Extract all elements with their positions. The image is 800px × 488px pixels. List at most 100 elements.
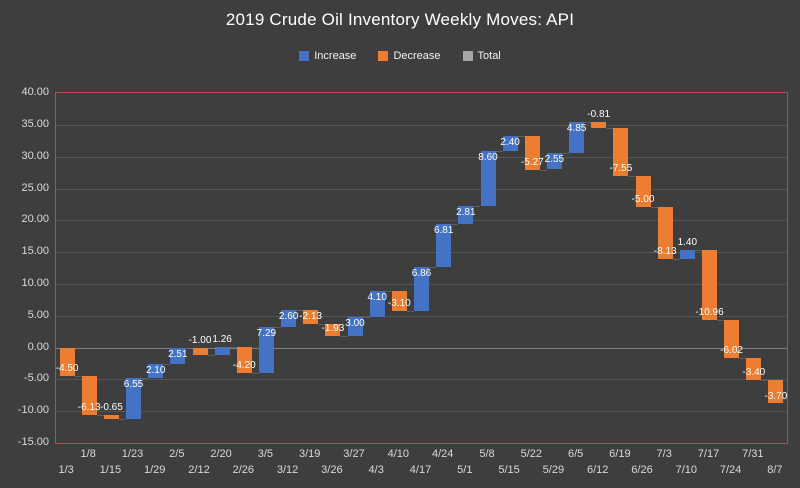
bar-data-label: -1.00 [188, 335, 212, 347]
connector-line [74, 376, 82, 378]
plot-area: -4.50 -6.13 -0.65 6.55 2.10 2.51 -1.00 1.26 -4.2… [55, 92, 788, 444]
connector-line [606, 127, 614, 129]
decrease-bar [657, 207, 673, 260]
connector-line [96, 415, 104, 417]
decrease-bar [768, 379, 784, 404]
chart-title: 2019 Crude Oil Inventory Weekly Moves: A… [225, 10, 575, 29]
bar-data-label: -0.65 [99, 402, 123, 414]
bar-data-label: 3.00 [345, 318, 365, 330]
bar-data-label: 8.60 [478, 152, 498, 164]
increase-bar [458, 206, 474, 224]
bar-data-label: 2.51 [168, 349, 188, 361]
x-tick-label: 1/3 [58, 464, 74, 476]
x-tick-label: 3/19 [298, 448, 321, 460]
x-tick-label: 6/12 [586, 464, 609, 476]
increase-bar [414, 267, 429, 311]
decrease-bar [325, 324, 341, 337]
legend-label-increase: Increase [314, 50, 357, 62]
bar-data-label: -5.27 [520, 156, 544, 168]
x-tick-label: 5/8 [479, 448, 495, 460]
decrease-bar [524, 136, 540, 170]
connector-line [473, 206, 481, 207]
gridline [56, 188, 787, 190]
connector-line [207, 354, 215, 356]
bar-data-label: 1.40 [677, 237, 698, 249]
decrease-bar [391, 291, 407, 311]
bar-data-label: 2.60 [278, 311, 299, 323]
bar-data-label: -0.81 [587, 109, 611, 121]
decrease-bar [702, 250, 717, 320]
connector-line [229, 346, 237, 348]
connector-line [340, 336, 348, 338]
decrease-bar [303, 310, 319, 324]
x-tick-label: 4/3 [368, 464, 384, 476]
connector-line [628, 175, 636, 177]
bar-data-label: -10.96 [695, 307, 724, 318]
increase-bar [258, 327, 274, 374]
connector-line [561, 153, 570, 155]
connector-line [384, 291, 392, 293]
connector-line [761, 379, 769, 381]
x-tick-label: 3/5 [257, 448, 274, 460]
x-tick-label: 1/15 [99, 464, 122, 476]
gridline [56, 252, 787, 254]
increase-bar [369, 291, 385, 318]
increase-bar [436, 223, 452, 268]
decrease-swatch-icon [378, 51, 389, 61]
y-tick-label: 35.00 [21, 117, 49, 130]
increase-bar [546, 153, 562, 170]
connector-line [694, 250, 702, 252]
x-tick-label: 7/10 [675, 464, 698, 476]
x-tick-label: 8/7 [767, 464, 783, 476]
legend-label-total: Total [477, 50, 501, 62]
connector-line [362, 317, 370, 319]
connector-line [406, 310, 414, 312]
connector-line [251, 373, 259, 375]
total-swatch-icon [462, 51, 473, 61]
connector-line [118, 419, 127, 421]
bar-data-label: 2.55 [544, 154, 565, 166]
x-tick-label: 3/27 [343, 448, 365, 460]
increase-bar [502, 136, 518, 152]
bar-data-label: 1.26 [212, 333, 232, 345]
x-tick-label: 4/24 [431, 448, 454, 460]
x-tick-label: 2/12 [188, 464, 210, 476]
bar-data-label: -3.10 [387, 297, 411, 309]
decrease-bar [591, 122, 607, 128]
x-tick-label: 2/5 [169, 448, 185, 460]
bar-data-label: -5.00 [631, 194, 655, 206]
x-tick-label: 7/17 [697, 448, 720, 460]
x-tick-label: 6/26 [631, 464, 653, 476]
y-tick-label: 5.00 [27, 308, 49, 321]
legend: Increase Decrease Total [0, 50, 800, 62]
legend-item-decrease: Decrease [378, 50, 441, 62]
y-tick-label: 20.00 [21, 213, 49, 226]
connector-line [141, 377, 149, 379]
bar-data-label: -7.55 [609, 162, 633, 174]
connector-line [495, 151, 503, 153]
increase-bar [214, 346, 230, 355]
legend-label-decrease: Decrease [393, 50, 441, 62]
decrease-bar [81, 376, 97, 416]
bar-data-label: -2.13 [299, 311, 323, 322]
gridline [56, 156, 787, 158]
x-tick-label: 7/24 [719, 464, 742, 476]
x-tick-label: 4/17 [409, 464, 432, 476]
x-tick-label: 1/23 [121, 448, 144, 460]
x-tick-label: 1/8 [80, 448, 96, 460]
bar-data-label: 6.81 [433, 224, 454, 236]
x-tick-label: 5/22 [520, 448, 543, 460]
gridline [56, 124, 787, 126]
bar-data-label: -3.70 [764, 390, 788, 402]
bar-data-label: 2.10 [145, 365, 166, 377]
connector-line [672, 259, 680, 261]
bar-data-label: -3.40 [742, 366, 766, 378]
increase-bar [126, 377, 141, 420]
connector-line [273, 327, 282, 328]
bar-data-label: 2.81 [456, 207, 476, 218]
bar-data-label: 4.85 [566, 123, 587, 135]
decrease-bar [724, 320, 740, 359]
x-tick-label: 5/15 [498, 464, 520, 476]
connector-line [650, 207, 658, 209]
